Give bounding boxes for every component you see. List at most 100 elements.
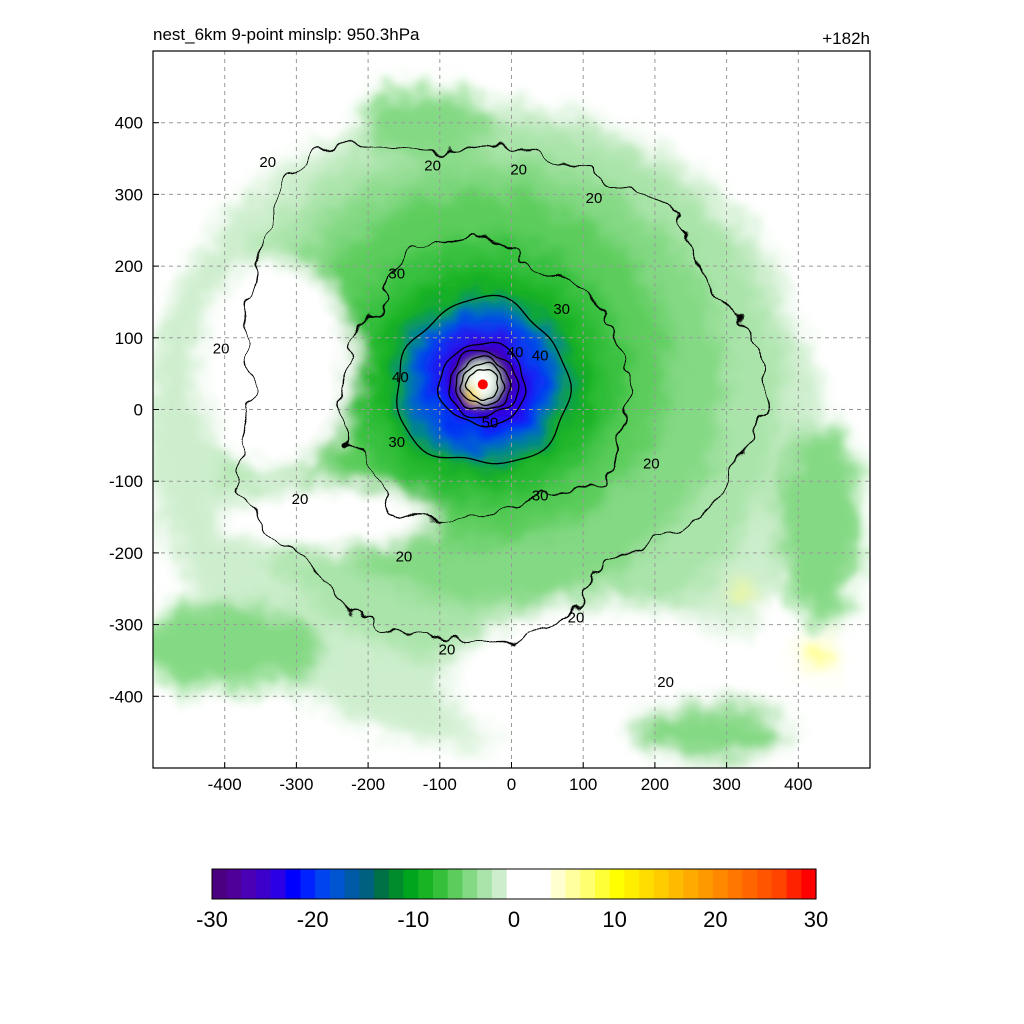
contour-label: 20 xyxy=(643,455,660,472)
storm-center-marker xyxy=(477,379,488,390)
y-tick-label: -400 xyxy=(109,687,143,706)
colorbar-swatch xyxy=(565,869,581,899)
colorbar-swatch xyxy=(403,869,419,899)
colorbar-swatch xyxy=(212,869,228,899)
contour-line xyxy=(459,361,506,407)
colorbar-swatch xyxy=(786,869,802,899)
y-tick-label: 100 xyxy=(115,329,143,348)
contour-label: 30 xyxy=(388,265,405,282)
colorbar-swatch xyxy=(801,869,817,899)
colorbar-tick-label: -20 xyxy=(297,907,329,932)
contour-label: 40 xyxy=(392,369,409,386)
colorbar-swatch xyxy=(668,869,685,899)
x-tick-label: 0 xyxy=(507,775,516,794)
colorbar-swatch xyxy=(270,869,287,899)
contour-line xyxy=(236,142,770,644)
y-tick-label: -100 xyxy=(109,472,143,491)
contour-label: 20 xyxy=(439,642,456,659)
contour-label: 20 xyxy=(292,491,309,508)
x-tick-label: -400 xyxy=(208,775,242,794)
y-tick-label: -300 xyxy=(109,616,143,635)
colorbar-swatch xyxy=(757,869,773,899)
colorbar-swatch xyxy=(683,869,699,899)
y-tick-label: 200 xyxy=(115,257,143,276)
contour-line xyxy=(455,355,512,410)
colorbar-swatch xyxy=(256,869,272,899)
contour-label: 20 xyxy=(396,548,413,565)
contour-label: 20 xyxy=(568,609,585,626)
colorbar-swatch xyxy=(329,869,346,899)
colorbar-swatch xyxy=(624,869,640,899)
colorbar-swatch xyxy=(241,869,257,899)
x-tick-label: -300 xyxy=(279,775,313,794)
colorbar-swatch xyxy=(359,869,375,899)
colorbar-swatch xyxy=(609,869,626,899)
contour-label: 50 xyxy=(482,414,499,431)
colorbar-swatch xyxy=(447,869,464,899)
colorbar-swatch xyxy=(639,869,655,899)
colorbar-swatch xyxy=(462,869,478,899)
contour-line xyxy=(436,341,527,428)
colorbar-swatch xyxy=(226,869,243,899)
contour-label: 20 xyxy=(213,341,230,358)
x-tick-label: 200 xyxy=(641,775,669,794)
contour-line xyxy=(448,349,520,419)
colorbar-swatch xyxy=(771,869,788,899)
contour-label: 20 xyxy=(510,161,527,178)
colorbar-swatch xyxy=(536,869,552,899)
contour-label: 20 xyxy=(424,158,441,175)
colorbar-swatch xyxy=(432,869,449,899)
colorbar-swatch xyxy=(712,869,729,899)
colorbar-swatch xyxy=(521,869,537,899)
colorbar-swatch xyxy=(418,869,434,899)
colorbar-swatch xyxy=(550,869,567,899)
contour-line xyxy=(464,369,499,402)
x-tick-label: 400 xyxy=(784,775,812,794)
colorbar-swatch xyxy=(653,869,670,899)
contour-line xyxy=(396,294,572,465)
contour-labels: 20 20 20 20 20 20 20 20 20 20 20 30 30 30 30 40 40 40 50 xyxy=(213,154,674,691)
contour-label: 40 xyxy=(532,348,549,365)
colorbar-tick-label: -30 xyxy=(196,907,228,932)
contour-line xyxy=(340,239,632,522)
colorbar-swatch xyxy=(477,869,493,899)
x-tick-label: -100 xyxy=(423,775,457,794)
x-tick-label: 300 xyxy=(712,775,740,794)
colorbar-tick-label: -10 xyxy=(397,907,429,932)
y-axis: 400 300 200 100 0 -100 -200 -300 -400 xyxy=(109,114,159,706)
colorbar-swatch xyxy=(595,869,611,899)
y-tick-label: 300 xyxy=(115,185,143,204)
colorbar-swatch xyxy=(388,869,405,899)
contour-label: 20 xyxy=(657,674,674,691)
contour-label: 20 xyxy=(586,190,603,207)
y-tick-label: 0 xyxy=(134,401,143,420)
contour-lines xyxy=(236,142,770,644)
chart-title-left: nest_6km 9-point minslp: 950.3hPa xyxy=(153,25,420,44)
colorbar-swatch xyxy=(491,869,508,899)
chart-title-right: +182h xyxy=(822,29,870,48)
colorbar-swatch xyxy=(374,869,390,899)
contour-label: 30 xyxy=(388,434,405,451)
colorbar-swatch xyxy=(742,869,758,899)
colorbar-tick-label: 20 xyxy=(703,907,727,932)
colorbar-tick-label: 30 xyxy=(804,907,828,932)
heatmap-field xyxy=(153,51,870,768)
contour-label: 30 xyxy=(553,301,570,318)
colorbar-tick-label: 0 xyxy=(508,907,520,932)
contour-label: 20 xyxy=(259,154,276,171)
colorbar: -30 -20 -10 0 10 20 30 xyxy=(196,868,828,932)
colorbar-swatch xyxy=(727,869,743,899)
colorbar-swatch xyxy=(344,869,360,899)
colorbar-swatch xyxy=(315,869,331,899)
colorbar-swatch xyxy=(698,869,714,899)
y-tick-label: 400 xyxy=(115,114,143,133)
colorbar-swatch xyxy=(285,869,301,899)
x-tick-label: -200 xyxy=(351,775,385,794)
contour-label: 40 xyxy=(507,344,524,361)
colorbar-swatch xyxy=(580,869,596,899)
colorbar-swatch xyxy=(300,869,316,899)
colorbar-swatch xyxy=(506,869,522,899)
y-tick-label: -200 xyxy=(109,544,143,563)
x-tick-label: 100 xyxy=(569,775,597,794)
